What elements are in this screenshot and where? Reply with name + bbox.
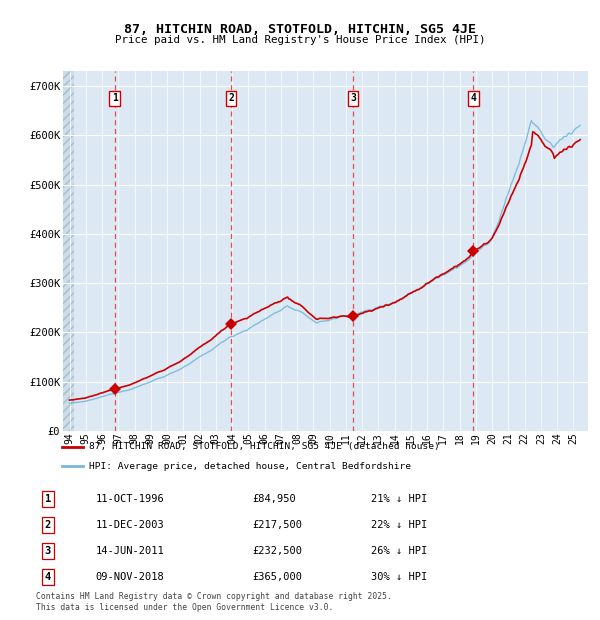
Text: Contains HM Land Registry data © Crown copyright and database right 2025.
This d: Contains HM Land Registry data © Crown c… <box>36 592 392 611</box>
Text: 4: 4 <box>470 94 476 104</box>
Text: 4: 4 <box>45 572 51 582</box>
Text: 3: 3 <box>45 546 51 556</box>
Text: 14-JUN-2011: 14-JUN-2011 <box>95 546 164 556</box>
Text: HPI: Average price, detached house, Central Bedfordshire: HPI: Average price, detached house, Cent… <box>89 462 410 471</box>
Text: £217,500: £217,500 <box>252 520 302 530</box>
Text: 21% ↓ HPI: 21% ↓ HPI <box>371 494 427 504</box>
Text: 87, HITCHIN ROAD, STOTFOLD, HITCHIN, SG5 4JE (detached house): 87, HITCHIN ROAD, STOTFOLD, HITCHIN, SG5… <box>89 443 439 451</box>
Text: 1: 1 <box>112 94 118 104</box>
Text: 09-NOV-2018: 09-NOV-2018 <box>95 572 164 582</box>
Text: Price paid vs. HM Land Registry's House Price Index (HPI): Price paid vs. HM Land Registry's House … <box>115 35 485 45</box>
Text: £232,500: £232,500 <box>252 546 302 556</box>
Text: 87, HITCHIN ROAD, STOTFOLD, HITCHIN, SG5 4JE: 87, HITCHIN ROAD, STOTFOLD, HITCHIN, SG5… <box>124 23 476 36</box>
Text: £84,950: £84,950 <box>252 494 296 504</box>
Text: 26% ↓ HPI: 26% ↓ HPI <box>371 546 427 556</box>
Text: 2: 2 <box>228 94 234 104</box>
Bar <box>63 71 74 431</box>
Text: 11-DEC-2003: 11-DEC-2003 <box>95 520 164 530</box>
Text: 22% ↓ HPI: 22% ↓ HPI <box>371 520 427 530</box>
Text: 1: 1 <box>45 494 51 504</box>
Text: 11-OCT-1996: 11-OCT-1996 <box>95 494 164 504</box>
Text: £365,000: £365,000 <box>252 572 302 582</box>
Text: 30% ↓ HPI: 30% ↓ HPI <box>371 572 427 582</box>
Text: 3: 3 <box>350 94 356 104</box>
Text: 2: 2 <box>45 520 51 530</box>
